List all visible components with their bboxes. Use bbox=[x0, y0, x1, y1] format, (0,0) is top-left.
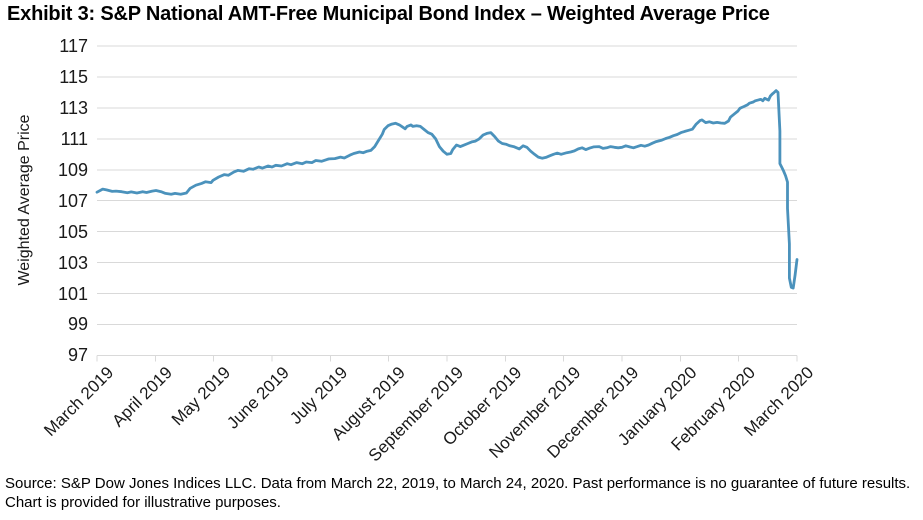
source-note: Source: S&P Dow Jones Indices LLC. Data … bbox=[5, 475, 911, 512]
price-line bbox=[95, 89, 799, 290]
chart-title: Exhibit 3: S&P National AMT-Free Municip… bbox=[7, 3, 770, 25]
